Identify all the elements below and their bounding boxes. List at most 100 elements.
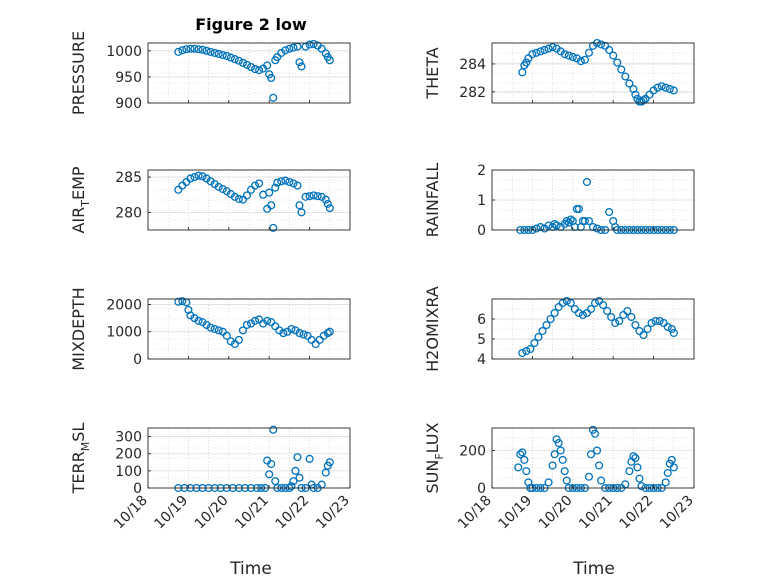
data-point <box>234 56 243 65</box>
data-point <box>297 62 306 71</box>
data-point <box>263 61 272 70</box>
subplot-1: 900 950 1000 PRESSURE <box>69 31 351 115</box>
y-tick-label: 1000 <box>106 44 142 60</box>
y-axis-label-main: THETA <box>423 47 442 99</box>
y-axis-label-suffix: LUX <box>423 422 442 453</box>
data-point <box>251 65 260 74</box>
data-point <box>651 316 660 326</box>
data-point <box>202 46 211 55</box>
data-point <box>522 58 531 67</box>
data-point <box>313 192 322 201</box>
data-point <box>218 327 227 336</box>
data-point <box>607 312 616 322</box>
data-point <box>267 201 276 210</box>
data-point <box>214 182 223 191</box>
data-point <box>265 188 274 197</box>
data-point <box>174 47 183 56</box>
axes-box <box>491 42 695 104</box>
data-point <box>246 62 256 72</box>
data-point <box>663 468 672 478</box>
data-point <box>603 306 612 316</box>
data-point <box>182 45 191 54</box>
data-point <box>174 185 183 194</box>
data-point <box>311 339 320 349</box>
data-point <box>580 55 589 64</box>
data-point <box>621 72 630 81</box>
data-point <box>526 344 535 354</box>
data-point <box>301 192 310 201</box>
data-point <box>617 65 626 74</box>
data-point <box>293 181 302 190</box>
data-point <box>178 297 187 306</box>
data-point <box>550 308 559 318</box>
y-axis-label: PRESSURE <box>69 31 88 115</box>
y-tick-label: 6 <box>477 312 486 328</box>
data-point <box>285 177 294 187</box>
data-point <box>663 322 672 332</box>
y-tick-label: 900 <box>115 96 142 112</box>
data-point <box>267 73 276 83</box>
data-point <box>269 425 278 434</box>
y-tick-label: 285 <box>115 170 142 186</box>
data-point <box>218 185 227 194</box>
data-point <box>222 331 231 340</box>
data-point <box>230 192 239 201</box>
data-point <box>641 94 650 103</box>
y-tick-label: 0 <box>133 481 142 497</box>
y-tick-label: 5 <box>477 332 486 348</box>
data-point <box>210 48 219 57</box>
data-point <box>538 326 547 336</box>
data-point <box>631 453 640 463</box>
data-point <box>281 46 290 55</box>
data-point <box>251 316 260 325</box>
data-point <box>251 181 260 190</box>
data-point <box>321 195 330 204</box>
data-point <box>643 324 652 334</box>
data-point <box>198 45 207 54</box>
y-axis-label-main: TERR <box>69 451 88 494</box>
y-tick-label: 4 <box>477 352 486 368</box>
x-axis-label-right: Time <box>572 559 615 579</box>
data-point <box>238 195 247 204</box>
axes-box <box>147 169 351 231</box>
y-tick-label: 200 <box>459 444 486 460</box>
data-point <box>574 204 583 214</box>
data-point <box>295 329 304 338</box>
data-point <box>558 455 567 464</box>
data-point <box>560 467 569 476</box>
data-point <box>190 173 199 182</box>
data-point <box>609 51 618 60</box>
data-point <box>582 308 591 318</box>
data-point <box>263 316 272 325</box>
y-axis-label: RAINFALL <box>423 163 442 238</box>
data-point <box>623 306 632 316</box>
data-point <box>315 335 324 344</box>
data-point <box>584 48 594 57</box>
y-tick-label: 0 <box>477 481 486 497</box>
data-point <box>611 318 620 328</box>
subplot-5: 0 1000 2000 MIXDEPTH <box>69 287 351 371</box>
data-point <box>255 179 264 188</box>
y-axis-label: MIXDEPTH <box>69 287 88 370</box>
data-point <box>633 463 642 472</box>
data-point <box>295 201 304 210</box>
subplot-3: 280 285 AIRTEMP <box>69 166 351 234</box>
x-axis-label-left: Time <box>229 559 272 579</box>
y-axis-label-subscript: F <box>433 453 446 459</box>
y-tick-label: 100 <box>115 464 142 480</box>
y-tick-label: 1 <box>477 193 486 209</box>
data-point <box>238 58 247 67</box>
data-point <box>287 324 296 334</box>
data-point <box>562 216 571 226</box>
data-point <box>267 459 276 469</box>
data-point <box>277 48 286 57</box>
data-point <box>605 207 614 217</box>
data-point <box>613 58 622 67</box>
data-point <box>590 429 600 438</box>
data-point <box>631 320 640 330</box>
data-point <box>518 68 527 77</box>
data-point <box>629 452 638 461</box>
data-point <box>667 455 676 464</box>
data-point <box>246 185 256 194</box>
y-axis-label: H2OMIXRA <box>423 286 442 372</box>
